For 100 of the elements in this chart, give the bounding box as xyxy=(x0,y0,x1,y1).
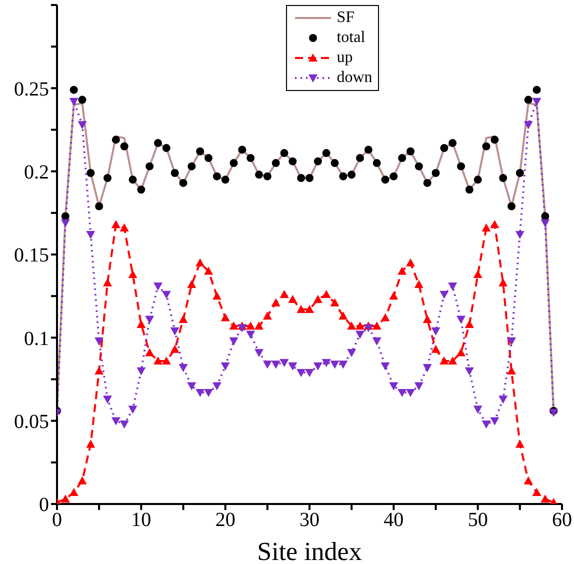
point xyxy=(60,219,70,228)
point xyxy=(212,382,222,390)
point xyxy=(255,170,263,179)
point xyxy=(262,360,272,369)
point xyxy=(280,290,289,298)
point xyxy=(128,176,137,184)
point xyxy=(339,172,348,180)
point xyxy=(154,282,162,291)
point xyxy=(179,178,188,187)
point xyxy=(372,337,382,346)
point xyxy=(457,162,465,170)
point xyxy=(120,142,128,150)
point xyxy=(95,202,104,210)
point xyxy=(128,270,138,278)
point xyxy=(381,176,390,184)
point xyxy=(507,337,516,346)
point xyxy=(398,388,407,398)
x-tick-label: 10 xyxy=(131,509,152,532)
point xyxy=(103,278,112,286)
point xyxy=(330,360,340,369)
point xyxy=(338,312,348,320)
point xyxy=(204,154,212,162)
x-tick-label: 20 xyxy=(215,509,236,532)
point xyxy=(540,219,550,228)
point xyxy=(230,159,238,168)
point xyxy=(170,168,179,177)
point xyxy=(423,178,432,187)
point xyxy=(364,146,372,154)
y-tick-label: 0.2 xyxy=(24,161,49,184)
point xyxy=(78,121,87,130)
point xyxy=(414,382,424,390)
point xyxy=(296,368,306,378)
point xyxy=(162,290,171,299)
point xyxy=(254,349,264,358)
point xyxy=(111,220,120,228)
point xyxy=(389,382,398,390)
point xyxy=(120,223,129,232)
point xyxy=(314,157,322,166)
point xyxy=(70,86,78,94)
point xyxy=(262,312,272,320)
point xyxy=(464,367,474,376)
point xyxy=(254,322,264,330)
point xyxy=(146,162,154,170)
point xyxy=(145,316,154,324)
point xyxy=(136,320,146,328)
point xyxy=(313,294,322,304)
point xyxy=(364,324,373,332)
point xyxy=(448,282,458,291)
point xyxy=(288,294,298,304)
legend-label: total xyxy=(336,29,366,47)
point xyxy=(532,488,542,496)
point xyxy=(162,144,170,152)
point xyxy=(508,202,516,210)
point xyxy=(136,367,146,376)
legend-label: SF xyxy=(336,9,355,27)
point xyxy=(490,220,500,228)
point xyxy=(69,98,78,106)
point xyxy=(104,174,112,182)
point xyxy=(380,362,390,370)
point xyxy=(305,304,314,313)
point xyxy=(440,144,448,152)
point xyxy=(94,337,104,346)
point xyxy=(196,388,205,398)
point xyxy=(306,174,314,182)
point xyxy=(498,278,508,286)
point xyxy=(78,96,86,104)
point xyxy=(440,356,449,365)
point xyxy=(482,223,491,232)
point xyxy=(372,159,381,168)
point xyxy=(187,382,196,390)
point xyxy=(414,280,424,288)
point xyxy=(280,149,288,158)
point xyxy=(347,322,356,330)
point xyxy=(238,146,246,154)
point xyxy=(398,154,406,162)
point xyxy=(473,406,482,414)
point xyxy=(61,212,70,220)
point xyxy=(111,417,120,426)
point xyxy=(246,154,255,162)
point xyxy=(86,440,96,448)
point xyxy=(356,154,364,162)
y-tick-label: 0.1 xyxy=(24,328,49,350)
point xyxy=(120,420,129,429)
point xyxy=(406,388,415,398)
point xyxy=(389,292,398,300)
point xyxy=(204,388,213,398)
point xyxy=(347,349,356,358)
point xyxy=(390,172,398,180)
point xyxy=(380,313,390,322)
point xyxy=(296,304,306,313)
point xyxy=(297,174,306,182)
point xyxy=(322,359,331,368)
point xyxy=(86,168,95,177)
point xyxy=(271,360,280,369)
point xyxy=(137,186,146,194)
point xyxy=(422,314,432,323)
point xyxy=(154,356,162,365)
point xyxy=(154,139,162,148)
point xyxy=(516,168,524,177)
y-tick-label: 0.25 xyxy=(14,78,49,100)
